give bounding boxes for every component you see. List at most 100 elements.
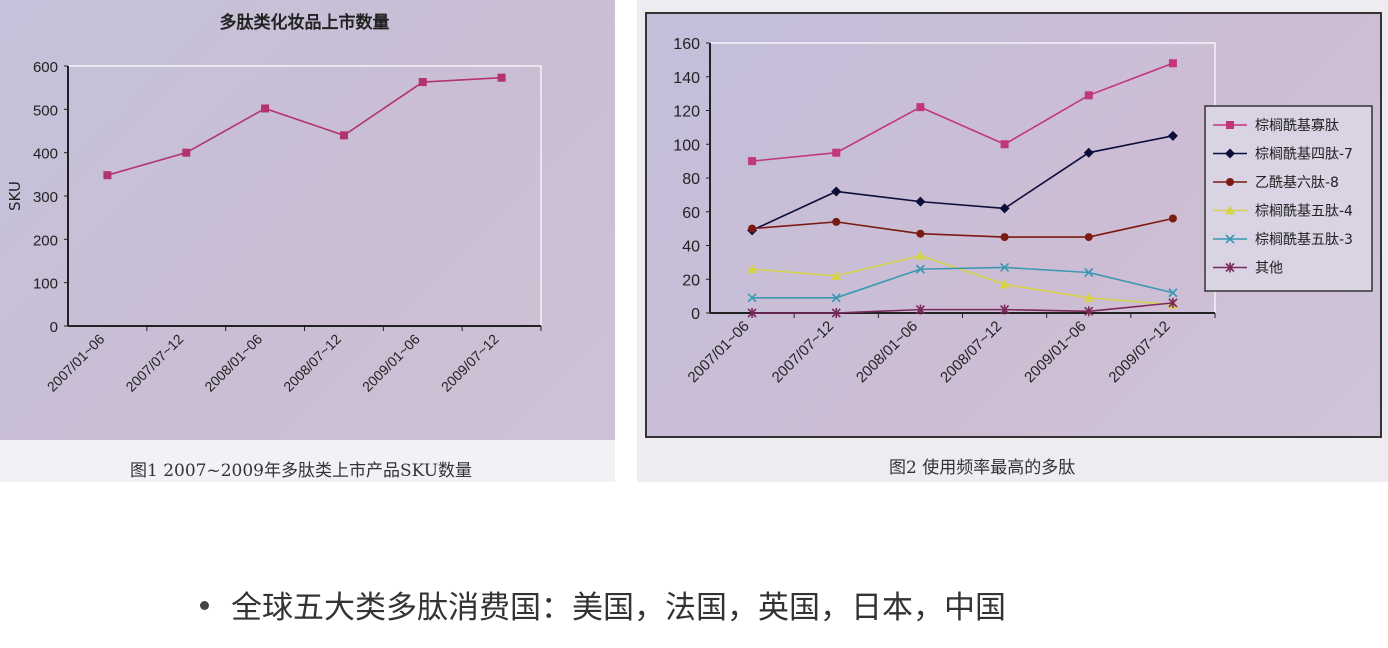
x-tick-label: 2008/07~12 [937, 318, 1005, 386]
diamond-marker [1167, 130, 1178, 141]
legend-label: 其他 [1255, 261, 1283, 277]
y-tick-label: 200 [33, 232, 58, 249]
circle-marker [916, 229, 925, 238]
x-marker [1084, 267, 1094, 278]
y-tick-label: 20 [682, 272, 700, 289]
circle-marker [1168, 214, 1177, 223]
triangle-marker [999, 279, 1010, 289]
square-marker [182, 148, 191, 157]
chart2-caption: 图2 使用频率最高的多肽 [889, 458, 1076, 478]
x-marker [831, 293, 841, 303]
chart1-panel: 0 100 200 300 400 500 600 2007/01~06 2007/07~12 2… [0, 0, 615, 482]
square-marker [261, 104, 270, 113]
circle-marker [832, 217, 841, 226]
square-marker [1000, 140, 1009, 149]
diamond-marker [1225, 148, 1235, 159]
x-marker [1225, 234, 1235, 244]
y-tick-label: 600 [33, 59, 58, 76]
circle-marker [1000, 233, 1009, 242]
legend-box [1204, 105, 1373, 292]
y-tick-label: 300 [33, 189, 58, 206]
x-marker [1168, 288, 1178, 298]
y-tick-label: 160 [673, 36, 700, 53]
y-tick-label: 60 [682, 205, 700, 222]
chart1-caption: 图1 2007~2009年多肽类上市产品SKU数量 [130, 461, 473, 481]
chart-title: 多肽类化妆品上市数量 [220, 12, 390, 33]
series-line [752, 302, 1173, 314]
x-tick-label: 2007/01~06 [44, 331, 108, 395]
legend-label: 棕榈酰基五肽-4 [1255, 203, 1353, 220]
square-marker [497, 73, 506, 82]
diamond-marker [915, 196, 926, 207]
legend-label: 乙酰基六肽-8 [1255, 174, 1339, 191]
star-marker [915, 304, 925, 315]
star-marker [747, 308, 757, 318]
series-line [107, 76, 502, 176]
x-tick-label: 2009/07~12 [1105, 318, 1173, 386]
x-tick-label: 2007/07~12 [769, 318, 837, 386]
star-marker [1000, 304, 1010, 315]
series-line [751, 135, 1174, 232]
bullet-item: 全球五大类多肽消费国：美国，法国，英国，日本，中国 [200, 582, 1006, 627]
y-tick-label: 40 [682, 239, 700, 256]
circle-marker [1226, 178, 1234, 186]
circle-marker [748, 224, 757, 233]
x-marker [915, 264, 925, 274]
square-marker [916, 103, 925, 112]
square-marker [832, 148, 841, 157]
diamond-marker [831, 186, 842, 197]
series-line [752, 62, 1174, 162]
square-marker [748, 157, 757, 166]
x-tick-label: 2008/07~12 [280, 331, 344, 395]
y-tick-label: 100 [673, 137, 700, 154]
square-marker [1168, 59, 1177, 68]
legend-label: 棕榈酰基五肽-3 [1255, 231, 1353, 248]
triangle-marker [747, 264, 758, 274]
star-marker [1084, 306, 1094, 317]
series-line [752, 254, 1173, 306]
legend-label: 棕榈酰基寡肽 [1255, 117, 1339, 134]
bullet-text: 全球五大类多肽消费国：美国，法国，英国，日本，中国 [231, 590, 1006, 626]
y-tick-label: 500 [33, 102, 58, 119]
x-marker [747, 293, 757, 303]
x-tick-label: 2009/01~06 [359, 331, 423, 395]
square-marker [339, 131, 348, 140]
star-marker [831, 308, 841, 318]
x-marker [1000, 262, 1010, 273]
diamond-marker [999, 203, 1010, 214]
triangle-marker [1083, 292, 1094, 302]
chart2-svg: 0 20 40 60 80 100 120 140 160 2007/01~06 2007/07~1… [673, 36, 1373, 386]
x-tick-label: 2008/01~06 [201, 331, 265, 395]
legend-label: 棕榈酰基四肽-7 [1255, 146, 1353, 163]
caption-background [0, 440, 615, 482]
x-tick-label: 2007/07~12 [122, 331, 186, 395]
x-tick-label: 2009/07~12 [438, 331, 502, 395]
y-tick-label: 0 [691, 306, 700, 323]
bullet-dot-icon [200, 601, 209, 610]
y-tick-label: 400 [33, 146, 58, 163]
chart2-panel: 0 20 40 60 80 100 120 140 160 2007/01~06 2007/07~1… [637, 0, 1388, 482]
square-marker [1226, 121, 1234, 129]
y-tick-label: 80 [682, 171, 700, 188]
square-marker [1084, 91, 1093, 100]
triangle-marker [831, 270, 842, 280]
star-marker [1168, 297, 1178, 308]
diamond-marker [1083, 147, 1094, 158]
triangle-marker [915, 250, 926, 260]
square-marker [103, 171, 112, 180]
y-tick-label: 100 [33, 276, 58, 293]
series-line [752, 217, 1174, 238]
y-tick-label: 140 [673, 70, 700, 87]
star-marker [1225, 262, 1235, 273]
x-tick-label: 2008/01~06 [853, 318, 921, 386]
triangle-marker [1225, 205, 1235, 215]
y-axis-label: SKU [6, 181, 24, 211]
plot-area [67, 65, 542, 327]
x-tick-label: 2009/01~06 [1021, 318, 1089, 386]
y-tick-label: 0 [50, 319, 58, 336]
square-marker [418, 78, 427, 87]
series-line [752, 266, 1174, 299]
y-tick-label: 120 [673, 104, 700, 121]
circle-marker [1084, 233, 1093, 242]
